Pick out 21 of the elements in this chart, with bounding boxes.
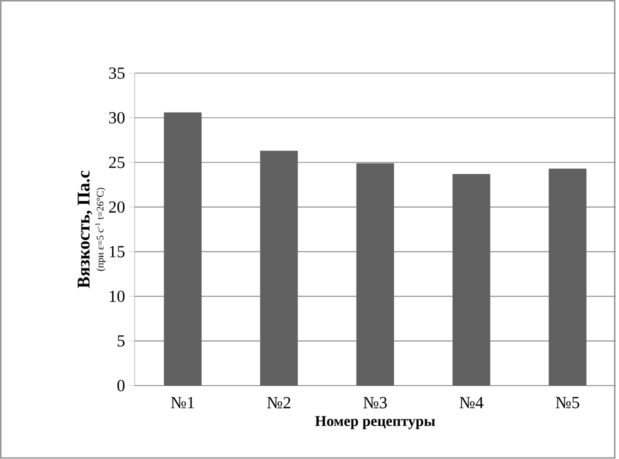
bar	[356, 163, 394, 386]
bar	[452, 174, 490, 386]
y-tick-label: 30	[109, 112, 125, 124]
y-tick-label: 20	[109, 201, 125, 213]
x-tick-label: №3	[363, 397, 387, 408]
y-tick-label: 25	[109, 156, 125, 168]
y-tick-label: 0	[117, 380, 125, 392]
x-tick-label: №1	[170, 397, 194, 408]
y-axis-title: Вязкость, Па.с	[78, 170, 92, 288]
bar	[164, 112, 202, 386]
y-tick-label: 15	[110, 246, 125, 258]
x-axis-title: Номер рецептуры	[315, 416, 436, 430]
bar	[260, 150, 298, 386]
bar	[548, 168, 586, 386]
x-tick-label: №5	[556, 397, 580, 408]
x-tick-label: №2	[267, 397, 290, 408]
y-tick-label: 5	[118, 335, 125, 347]
x-tick-label: №4	[460, 397, 484, 408]
y-tick-label: 10	[110, 290, 125, 302]
y-tick-label: 35	[109, 68, 125, 79]
text: (при ε=5 с$^{-1}$ t=26°C)	[95, 188, 106, 271]
